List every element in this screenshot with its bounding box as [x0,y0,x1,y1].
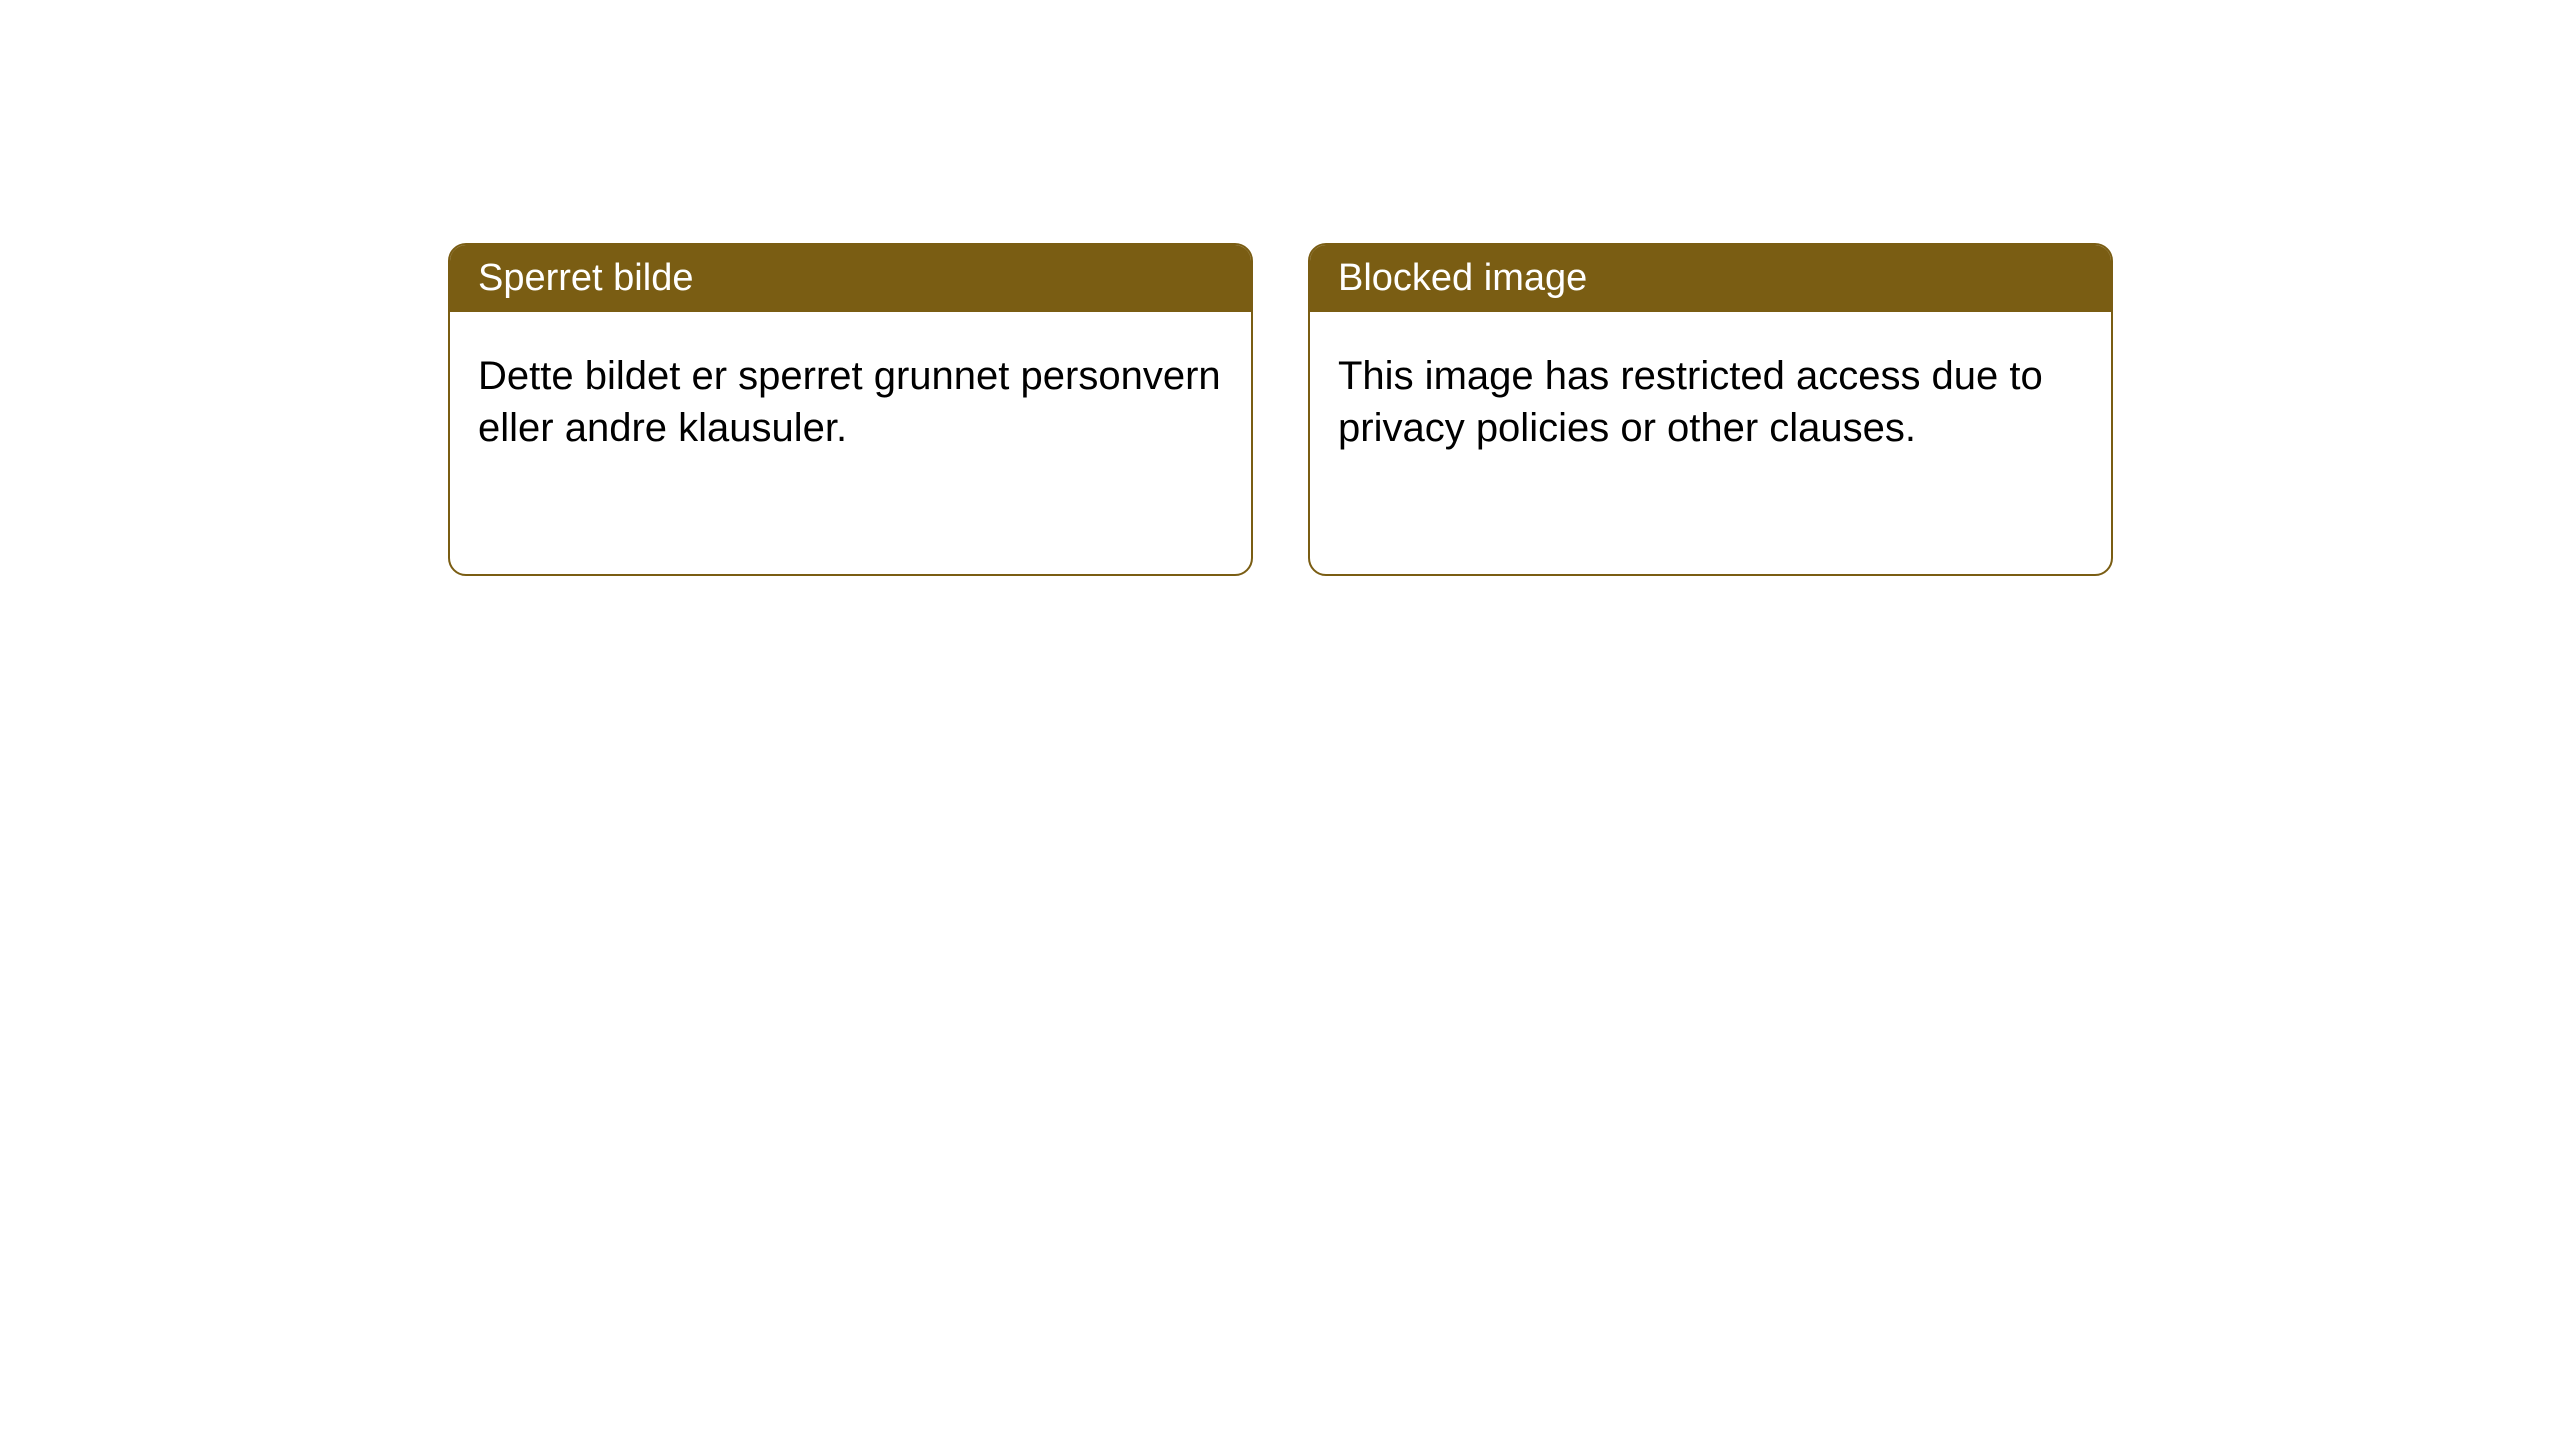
notice-header: Blocked image [1310,245,2111,312]
notice-text: This image has restricted access due to … [1338,354,2043,450]
notice-box-english: Blocked image This image has restricted … [1308,243,2113,576]
notice-box-norwegian: Sperret bilde Dette bildet er sperret gr… [448,243,1253,576]
notice-body: This image has restricted access due to … [1310,312,2111,492]
notice-header: Sperret bilde [450,245,1251,312]
notice-text: Dette bildet er sperret grunnet personve… [478,354,1221,450]
notice-title: Blocked image [1338,257,1587,299]
notice-title: Sperret bilde [478,257,693,299]
notice-body: Dette bildet er sperret grunnet personve… [450,312,1251,492]
notices-container: Sperret bilde Dette bildet er sperret gr… [0,0,2560,576]
